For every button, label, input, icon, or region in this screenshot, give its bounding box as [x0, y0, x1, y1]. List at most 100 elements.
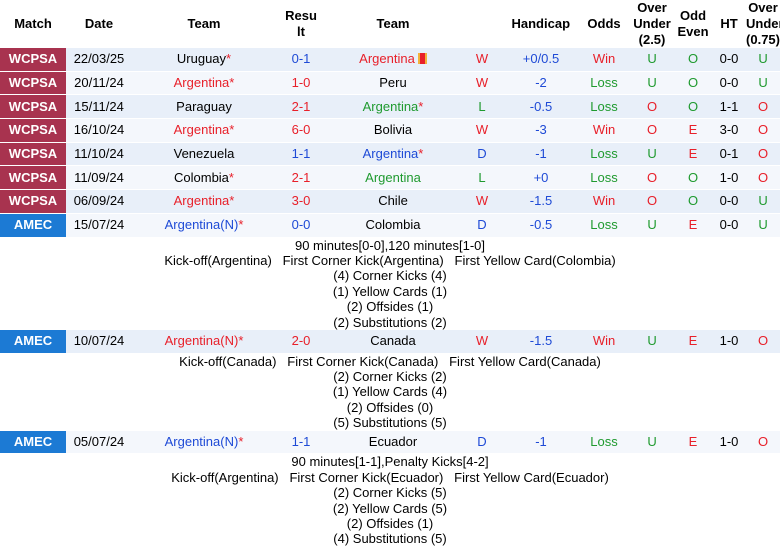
odds-result: Loss	[578, 430, 631, 455]
away-team: Bolivia	[326, 118, 460, 143]
detail-line: Kick-off(Argentina) First Corner Kick(Ec…	[171, 469, 609, 485]
match-result: 2-1	[276, 94, 326, 120]
odd-even: O	[674, 71, 713, 96]
half-time: 1-0	[712, 430, 747, 455]
handicap: -2	[504, 71, 579, 96]
home-team-name[interactable]: Argentina(N)	[164, 434, 239, 449]
home-team-name[interactable]: Venezuela	[173, 146, 235, 162]
table-row[interactable]: AMEC 05/07/24 Argentina(N)* 1-1 Ecuador D -1 Lo…	[0, 430, 780, 455]
handicap: -1.5	[504, 189, 579, 214]
match-date: 05/07/24	[66, 430, 132, 455]
away-team-name[interactable]: Peru	[379, 75, 407, 91]
over-under-075: U	[746, 71, 780, 96]
match-detail-row: Kick-off(Canada) First Corner Kick(Canad…	[0, 353, 780, 431]
over-under-075: U	[746, 189, 780, 214]
home-team: Argentina*	[132, 189, 276, 214]
table-row[interactable]: WCPSA 11/10/24 Venezuela 1-1 Argentina* D -1 Lo…	[0, 142, 780, 167]
match-date: 15/07/24	[66, 213, 132, 238]
competition-badge[interactable]: WCPSA	[0, 118, 66, 143]
away-team-name[interactable]: Chile	[378, 193, 408, 209]
table-row[interactable]: WCPSA 16/10/24 Argentina* 6-0 Bolivia W -3 Win O…	[0, 118, 780, 143]
away-team-name[interactable]: Argentina	[362, 98, 419, 114]
handicap: +0/0.5	[504, 48, 579, 72]
odd-even: O	[674, 165, 713, 191]
competition-badge[interactable]: WCPSA	[0, 48, 66, 72]
match-details: 90 minutes[1-1],Penalty Kicks[4-2] Kick-o…	[0, 453, 780, 547]
table-row[interactable]: AMEC 15/07/24 Argentina(N)* 0-0 Colombia D -0.…	[0, 213, 780, 238]
competition-badge[interactable]: WCPSA	[0, 165, 66, 191]
over-under-075: O	[746, 430, 780, 455]
away-team-name[interactable]: Argentina	[362, 146, 419, 162]
competition-badge[interactable]: WCPSA	[0, 142, 66, 167]
home-team-name[interactable]: Uruguay	[176, 51, 227, 67]
home-team-name[interactable]: Argentina	[173, 75, 230, 91]
table-row[interactable]: WCPSA 22/03/25 Uruguay* 0-1 Argentina W +0/0.5…	[0, 48, 780, 72]
match-date: 11/10/24	[66, 142, 132, 167]
win-loss: L	[460, 94, 504, 120]
away-team-name[interactable]: Argentina	[365, 169, 421, 185]
detail-line: 90 minutes[1-1],Penalty Kicks[4-2]	[291, 454, 489, 470]
home-star: *	[238, 333, 244, 349]
home-team: Argentina(N)*	[132, 329, 276, 354]
competition-badge[interactable]: WCPSA	[0, 71, 66, 96]
home-star: *	[228, 169, 234, 185]
header-match: Match	[0, 0, 66, 48]
away-team: Argentina*	[326, 94, 460, 120]
away-team-name[interactable]: Bolivia	[373, 122, 413, 138]
home-team-name[interactable]: Argentina(N)	[164, 333, 239, 349]
away-team-name[interactable]: Argentina	[359, 51, 415, 67]
match-date: 15/11/24	[66, 94, 132, 120]
competition-badge[interactable]: AMEC	[0, 213, 66, 238]
match-result: 3-0	[276, 189, 326, 214]
table-row[interactable]: AMEC 10/07/24 Argentina(N)* 2-0 Canada W -1.5 W…	[0, 329, 780, 354]
away-team: Peru	[326, 71, 460, 96]
table-row[interactable]: WCPSA 15/11/24 Paraguay 2-1 Argentina* L -0.5 L…	[0, 94, 780, 120]
odds-result: Win	[578, 189, 631, 214]
home-team: Colombia*	[132, 165, 276, 191]
home-team-name[interactable]: Colombia	[174, 169, 229, 185]
competition-badge[interactable]: WCPSA	[0, 94, 66, 120]
red-card-icon	[417, 53, 427, 65]
over-under-075: U	[746, 213, 780, 238]
odd-even: E	[674, 142, 713, 167]
competition-badge[interactable]: AMEC	[0, 329, 66, 354]
away-team-name[interactable]: Ecuador	[368, 434, 418, 449]
odds-result: Win	[578, 118, 631, 143]
table-row[interactable]: WCPSA 20/11/24 Argentina* 1-0 Peru W -2 Loss U O 0…	[0, 71, 780, 96]
win-loss: W	[460, 71, 504, 96]
away-star: *	[418, 98, 424, 114]
match-result: 1-1	[276, 430, 326, 455]
detail-line: Kick-off(Canada) First Corner Kick(Canad…	[179, 353, 601, 369]
match-result: 2-1	[276, 165, 326, 191]
match-result: 0-0	[276, 213, 326, 238]
odds-result: Loss	[578, 94, 631, 120]
home-team-name[interactable]: Argentina(N)	[164, 217, 239, 233]
table-row[interactable]: WCPSA 11/09/24 Colombia* 2-1 Argentina L +0 Los…	[0, 165, 780, 191]
header-ht: HT	[712, 0, 747, 48]
detail-line: (2) Substitutions (2)	[333, 314, 447, 330]
over-under: O	[630, 118, 675, 143]
over-under: O	[630, 189, 675, 214]
away-team-name[interactable]: Colombia	[365, 217, 421, 233]
home-team-name[interactable]: Argentina	[173, 122, 230, 138]
away-team: Argentina*	[326, 142, 460, 167]
competition-badge[interactable]: WCPSA	[0, 189, 66, 214]
match-result: 1-1	[276, 142, 326, 167]
competition-badge[interactable]: AMEC	[0, 430, 66, 455]
half-time: 1-0	[712, 165, 747, 191]
over-under: U	[630, 142, 675, 167]
home-team-name[interactable]: Argentina	[173, 193, 230, 209]
over-under-075: O	[746, 94, 780, 120]
win-loss: W	[460, 329, 504, 354]
home-team-name[interactable]: Paraguay	[176, 98, 232, 114]
detail-line: (2) Offsides (1)	[346, 299, 434, 315]
away-team-name[interactable]: Canada	[370, 333, 416, 349]
odds-result: Win	[578, 329, 631, 354]
header-handicap: Handicap	[460, 0, 579, 48]
home-star: *	[226, 51, 232, 67]
table-row[interactable]: WCPSA 06/09/24 Argentina* 3-0 Chile W -1.5 Win O…	[0, 189, 780, 214]
home-star: *	[229, 193, 235, 209]
away-team: Canada	[326, 329, 460, 354]
handicap: -0.5	[504, 94, 579, 120]
